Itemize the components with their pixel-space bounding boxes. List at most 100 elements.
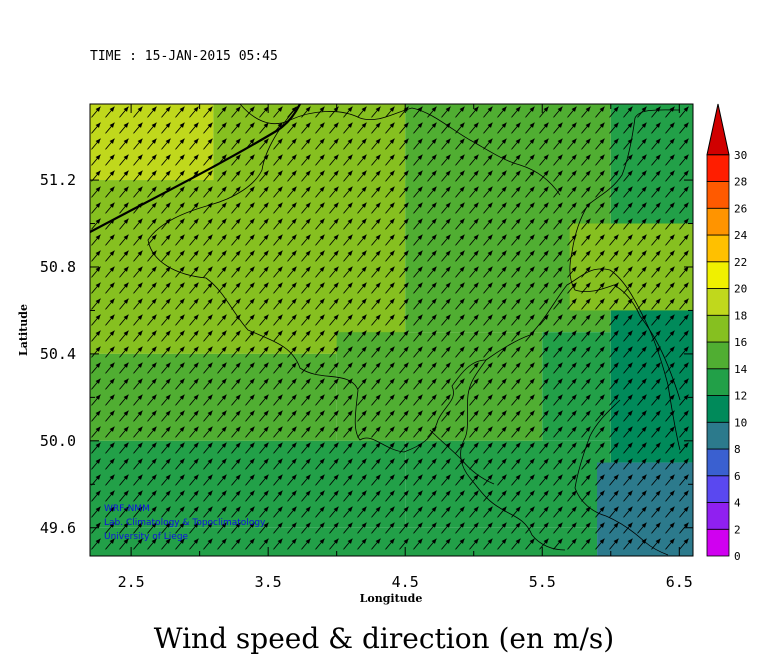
wind-arrow (133, 202, 143, 214)
wind-arrow (301, 138, 311, 150)
wind-arrow (91, 474, 101, 486)
wind-arrow (623, 186, 633, 198)
wind-arrow (105, 362, 115, 374)
colorbar-segment (706, 475, 730, 503)
wind-arrow (189, 186, 199, 198)
wind-arrow (413, 538, 423, 550)
wind-arrow (189, 330, 199, 342)
wind-arrow (399, 234, 409, 246)
wind-arrow (189, 170, 199, 182)
colorbar-segment (706, 288, 730, 316)
wind-arrow (637, 186, 647, 198)
wind-arrow (469, 522, 479, 534)
wind-arrow (469, 202, 479, 214)
wind-arrow (119, 330, 129, 342)
wind-arrow (469, 490, 479, 502)
wind-arrow (595, 378, 605, 390)
wind-arrow (287, 202, 297, 214)
y-tick-label: 51.2 (40, 171, 76, 189)
wind-arrow (147, 378, 157, 390)
wind-arrow (105, 154, 115, 166)
wind-arrow (679, 138, 689, 150)
wind-arrow (161, 138, 171, 150)
wind-arrow (287, 170, 297, 182)
wind-arrow (399, 314, 409, 326)
wind-arrow (301, 266, 311, 278)
wind-arrow (315, 522, 325, 534)
wind-arrow (623, 538, 633, 550)
wind-arrow (161, 362, 171, 374)
wind-arrow (273, 106, 283, 118)
wind-arrow (329, 330, 339, 342)
wind-arrow (91, 442, 101, 454)
wind-arrow (497, 122, 507, 134)
wind-arrow (399, 522, 409, 534)
wind-arrow (511, 378, 521, 390)
wind-arrow (679, 346, 689, 358)
wind-arrow (413, 314, 423, 326)
wind-arrow (133, 186, 143, 198)
wind-arrow (231, 410, 241, 422)
wind-arrow (497, 346, 507, 358)
wind-arrow (623, 218, 633, 230)
wind-arrow (315, 186, 325, 198)
wind-arrow (259, 186, 269, 198)
wind-arrow (245, 298, 255, 310)
wind-arrow (371, 506, 381, 518)
wind-arrow (441, 266, 451, 278)
wind-arrow (553, 474, 563, 486)
wind-arrow (119, 154, 129, 166)
wind-arrow (203, 394, 213, 406)
wind-arrow (399, 186, 409, 198)
wind-arrow (161, 234, 171, 246)
wind-arrow (399, 394, 409, 406)
colorbar-segment (706, 154, 730, 182)
wind-arrow (637, 506, 647, 518)
wind-arrow (91, 378, 101, 390)
colorbar-segment (706, 261, 730, 289)
wind-arrow (385, 458, 395, 470)
wind-arrow (147, 250, 157, 262)
wind-arrow (553, 186, 563, 198)
wind-arrow (259, 458, 269, 470)
wind-arrow (553, 330, 563, 342)
wind-arrow (133, 538, 143, 550)
wind-arrow (567, 346, 577, 358)
wind-arrow (147, 362, 157, 374)
wind-arrow (483, 106, 493, 118)
wind-arrow (147, 202, 157, 214)
wind-arrow (273, 218, 283, 230)
wind-arrow (329, 138, 339, 150)
wind-arrow (637, 426, 647, 438)
wind-arrow (203, 410, 213, 422)
wind-arrow (609, 394, 619, 406)
wind-arrow (287, 330, 297, 342)
wind-arrow (595, 234, 605, 246)
wind-arrow (147, 282, 157, 294)
wind-arrow (455, 346, 465, 358)
wind-arrow (329, 362, 339, 374)
wind-arrow (259, 122, 269, 134)
wind-arrow (427, 314, 437, 326)
wind-arrow (105, 346, 115, 358)
wind-arrow (609, 250, 619, 262)
wind-arrow (259, 154, 269, 166)
wind-arrow (273, 154, 283, 166)
wind-arrow (315, 170, 325, 182)
colorbar-label: 2 (734, 523, 741, 536)
wind-arrow (497, 426, 507, 438)
wind-arrow (287, 506, 297, 518)
wind-arrow (203, 122, 213, 134)
colorbar-label: 24 (734, 229, 748, 242)
wind-arrow (609, 122, 619, 134)
wind-arrow (343, 218, 353, 230)
y-axis-ticks: 49.6 50.0 50.4 50.8 51.2 (40, 171, 693, 537)
wind-arrow (651, 202, 661, 214)
wind-arrow (595, 250, 605, 262)
wind-arrow (371, 474, 381, 486)
wind-arrow (203, 186, 213, 198)
wind-arrow (147, 106, 157, 118)
wind-arrow (679, 314, 689, 326)
wind-arrow (511, 122, 521, 134)
wind-arrow (245, 106, 255, 118)
